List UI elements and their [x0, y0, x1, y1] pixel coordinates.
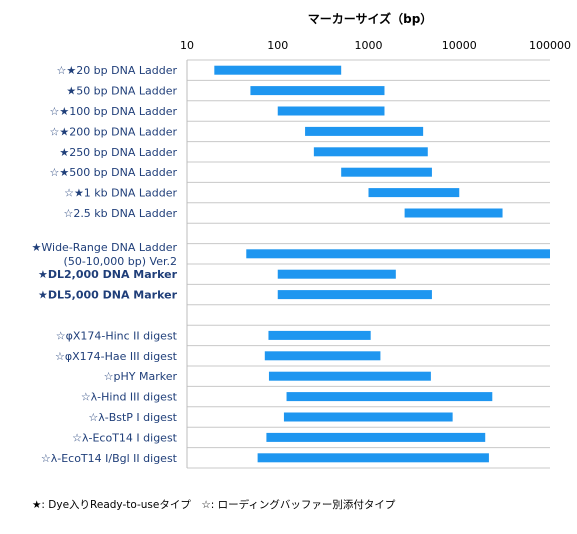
range-bar [257, 453, 489, 463]
range-bar [341, 167, 432, 177]
range-bar [286, 392, 493, 402]
range-bar [404, 208, 503, 218]
footnote: ★: Dye入りReady-to-useタイプ ☆: ローディングバッファー別添… [32, 498, 396, 511]
category-label: ☆λ-EcoT14 I digest [72, 431, 178, 444]
x-tick-label: 100 [267, 39, 288, 52]
range-bar [246, 249, 550, 259]
range-bar [264, 351, 381, 361]
category-label: ☆★200 bp DNA Ladder [49, 125, 177, 138]
category-label: ★DL2,000 DNA Marker [38, 268, 178, 281]
x-tick-label: 1000 [355, 39, 383, 52]
range-bar [214, 65, 342, 75]
category-label: ☆pHY Marker [104, 370, 178, 383]
x-tick-label: 100000 [529, 39, 571, 52]
category-label: ☆★100 bp DNA Ladder [49, 105, 177, 118]
category-label: ☆★20 bp DNA Ladder [56, 64, 177, 77]
range-bar [277, 269, 396, 279]
category-label: ☆λ-EcoT14 I/Bgl II digest [41, 452, 178, 465]
range-bar [283, 412, 453, 422]
x-tick-label: 10000 [442, 39, 477, 52]
category-label: ☆φX174-Hinc II digest [56, 329, 178, 342]
category-label: ☆★1 kb DNA Ladder [64, 187, 177, 200]
range-bar [250, 86, 385, 96]
x-tick-label: 10 [180, 39, 194, 52]
range-bar [277, 290, 432, 300]
category-label: ☆λ-Hind III digest [81, 391, 178, 404]
range-bar [268, 371, 431, 381]
category-label: ★Wide-Range DNA Ladder [32, 241, 178, 254]
range-bar [368, 188, 460, 198]
category-label: ★50 bp DNA Ladder [66, 85, 177, 98]
range-bar [313, 147, 428, 157]
category-label: ☆λ-BstP I digest [88, 411, 177, 424]
category-label: ☆★500 bp DNA Ladder [49, 166, 177, 179]
category-label: ☆φX174-Hae III digest [55, 350, 178, 363]
range-bar [277, 106, 385, 116]
category-label: ★DL5,000 DNA Marker [38, 289, 178, 302]
range-bar [268, 330, 371, 340]
category-label: ☆2.5 kb DNA Ladder [63, 207, 177, 220]
chart-title: マーカーサイズ（bp） [308, 11, 433, 26]
category-label-line2: (50-10,000 bp) Ver.2 [64, 255, 177, 268]
range-bar [305, 126, 424, 136]
range-bar [266, 432, 486, 442]
category-label: ★250 bp DNA Ladder [59, 146, 177, 159]
